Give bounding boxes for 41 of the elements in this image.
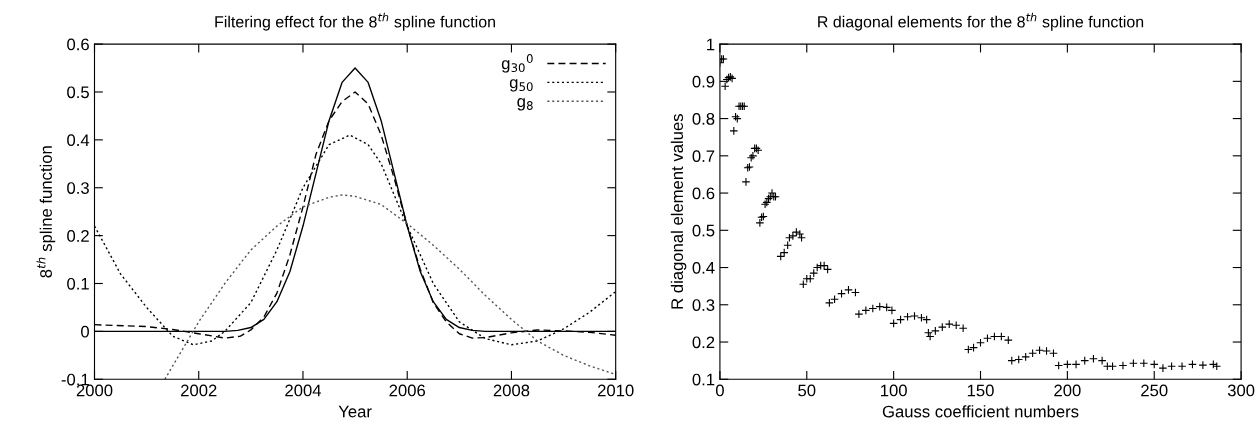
y-tick-label: 0.3: [692, 299, 715, 311]
y-tick-label: 0.5: [67, 86, 89, 99]
chart-title: Filtering effect for the 8$^{th}$ spline function: [215, 12, 495, 31]
y-tick-label: 0: [81, 325, 89, 338]
x-tick-label: 2008: [493, 384, 530, 397]
x-tick-label: 50: [798, 384, 816, 397]
x-tick-label: 2004: [285, 384, 322, 397]
y-tick-label: 0.8: [692, 112, 715, 125]
x-tick-label: 0: [715, 384, 724, 397]
chart-title: R diagonal elements for the 8$^{th}$ spline function: [818, 12, 1144, 31]
y-axis-title: 8$^{th}$ spline function: [36, 146, 56, 278]
x-axis-title: Year: [338, 405, 372, 418]
x-tick-label: 2010: [597, 384, 634, 397]
y-tick-label: 0.1: [67, 277, 89, 290]
y-tick-label: 0.1: [692, 373, 715, 386]
x-tick-label: 200: [1054, 384, 1081, 397]
y-tick-label: 0.9: [692, 75, 715, 88]
y-tick-label: 0.6: [692, 187, 715, 200]
y-tick-label: 0.4: [692, 261, 715, 274]
y-tick-label: 0.7: [692, 150, 715, 163]
x-tick-label: 2002: [181, 384, 217, 397]
legend-label: g$_{30}$$^{0}$: [501, 54, 533, 73]
x-tick-label: 2006: [389, 384, 426, 397]
y-tick-label: 0.2: [692, 336, 715, 349]
y-tick-label: 1: [707, 38, 715, 51]
x-tick-label: 250: [1141, 384, 1168, 397]
x-tick-label: 300: [1227, 384, 1255, 397]
y-tick-label: -0.1: [61, 373, 89, 386]
y-tick-label: 0.6: [67, 38, 89, 51]
x-tick-label: 150: [967, 384, 994, 397]
legend-label: g$_{8}$: [517, 98, 533, 111]
y-tick-label: 0.2: [67, 230, 89, 242]
line-series: [164, 194, 616, 380]
y-tick-label: 0.3: [67, 182, 89, 194]
y-tick-label: 0.4: [67, 134, 90, 147]
x-tick-label: 2000: [76, 384, 113, 397]
legend-label: g$_{50}$: [509, 79, 533, 92]
x-tick-label: 100: [881, 384, 907, 397]
y-tick-label: 0.5: [692, 224, 715, 237]
y-axis-title: R diagonal element values: [670, 114, 687, 309]
x-axis-title: Gauss coefficient numbers: [882, 405, 1079, 418]
